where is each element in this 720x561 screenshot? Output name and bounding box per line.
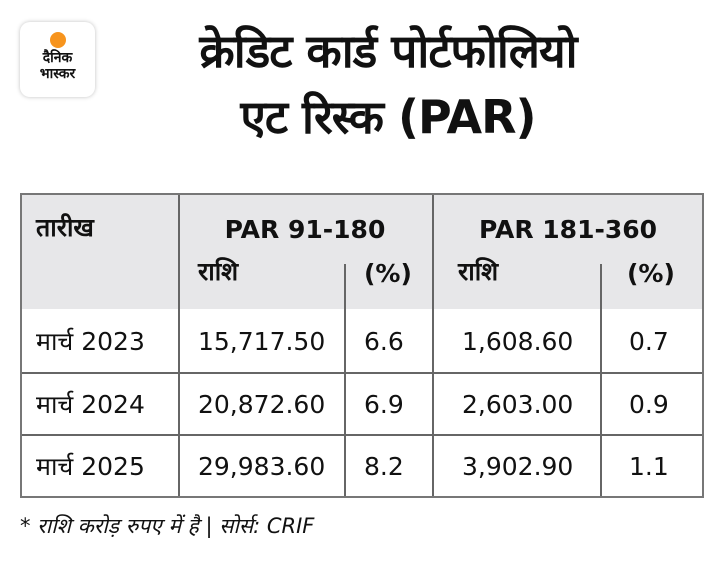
divider: [178, 195, 180, 496]
header-amount-1: राशि: [198, 257, 239, 286]
cell-pct-1: 6.6: [364, 327, 404, 356]
divider: [344, 264, 346, 496]
cell-pct-2: 1.1: [629, 452, 669, 481]
cell-amount-1: 29,983.60: [198, 452, 326, 481]
divider: [600, 264, 602, 496]
divider: [432, 195, 434, 496]
dainik-bhaskar-logo: दैनिक भास्कर: [20, 22, 95, 97]
header-amount-2: राशि: [458, 257, 499, 286]
cell-pct-1: 6.9: [364, 390, 404, 419]
divider: [22, 372, 702, 374]
cell-date: मार्च 2023: [36, 327, 145, 356]
header-par-181-360: PAR 181-360: [478, 215, 658, 244]
cell-pct-1: 8.2: [364, 452, 404, 481]
cell-pct-2: 0.9: [629, 390, 669, 419]
table-header: [22, 195, 702, 309]
cell-amount-1: 20,872.60: [198, 390, 326, 419]
header-date: तारीख: [36, 213, 94, 242]
cell-pct-2: 0.7: [629, 327, 669, 356]
par-table: तारीख PAR 91-180 PAR 181-360 राशि (%) रा…: [20, 193, 704, 498]
logo-line1: दैनिक: [42, 50, 73, 66]
title-line1: क्रेडिट कार्ड पोर्टफोलियो: [199, 24, 577, 78]
header-par-91-180: PAR 91-180: [224, 215, 386, 244]
sun-icon: [49, 32, 66, 48]
cell-amount-2: 2,603.00: [462, 390, 574, 419]
logo-line2: भास्कर: [39, 66, 76, 82]
cell-amount-1: 15,717.50: [198, 327, 326, 356]
header-pct-1: (%): [364, 259, 412, 288]
cell-date: मार्च 2024: [36, 390, 145, 419]
footnote: * राशि करोड़ रुपए में है | सोर्स: CRIF: [20, 514, 315, 538]
header-pct-2: (%): [627, 259, 675, 288]
cell-amount-2: 1,608.60: [462, 327, 574, 356]
cell-amount-2: 3,902.90: [462, 452, 574, 481]
cell-date: मार्च 2025: [36, 452, 145, 481]
title-line2: एट रिस्क (PAR): [240, 90, 536, 144]
page-title: क्रेडिट कार्ड पोर्टफोलियो एट रिस्क (PAR): [108, 18, 668, 150]
divider: [22, 434, 702, 436]
